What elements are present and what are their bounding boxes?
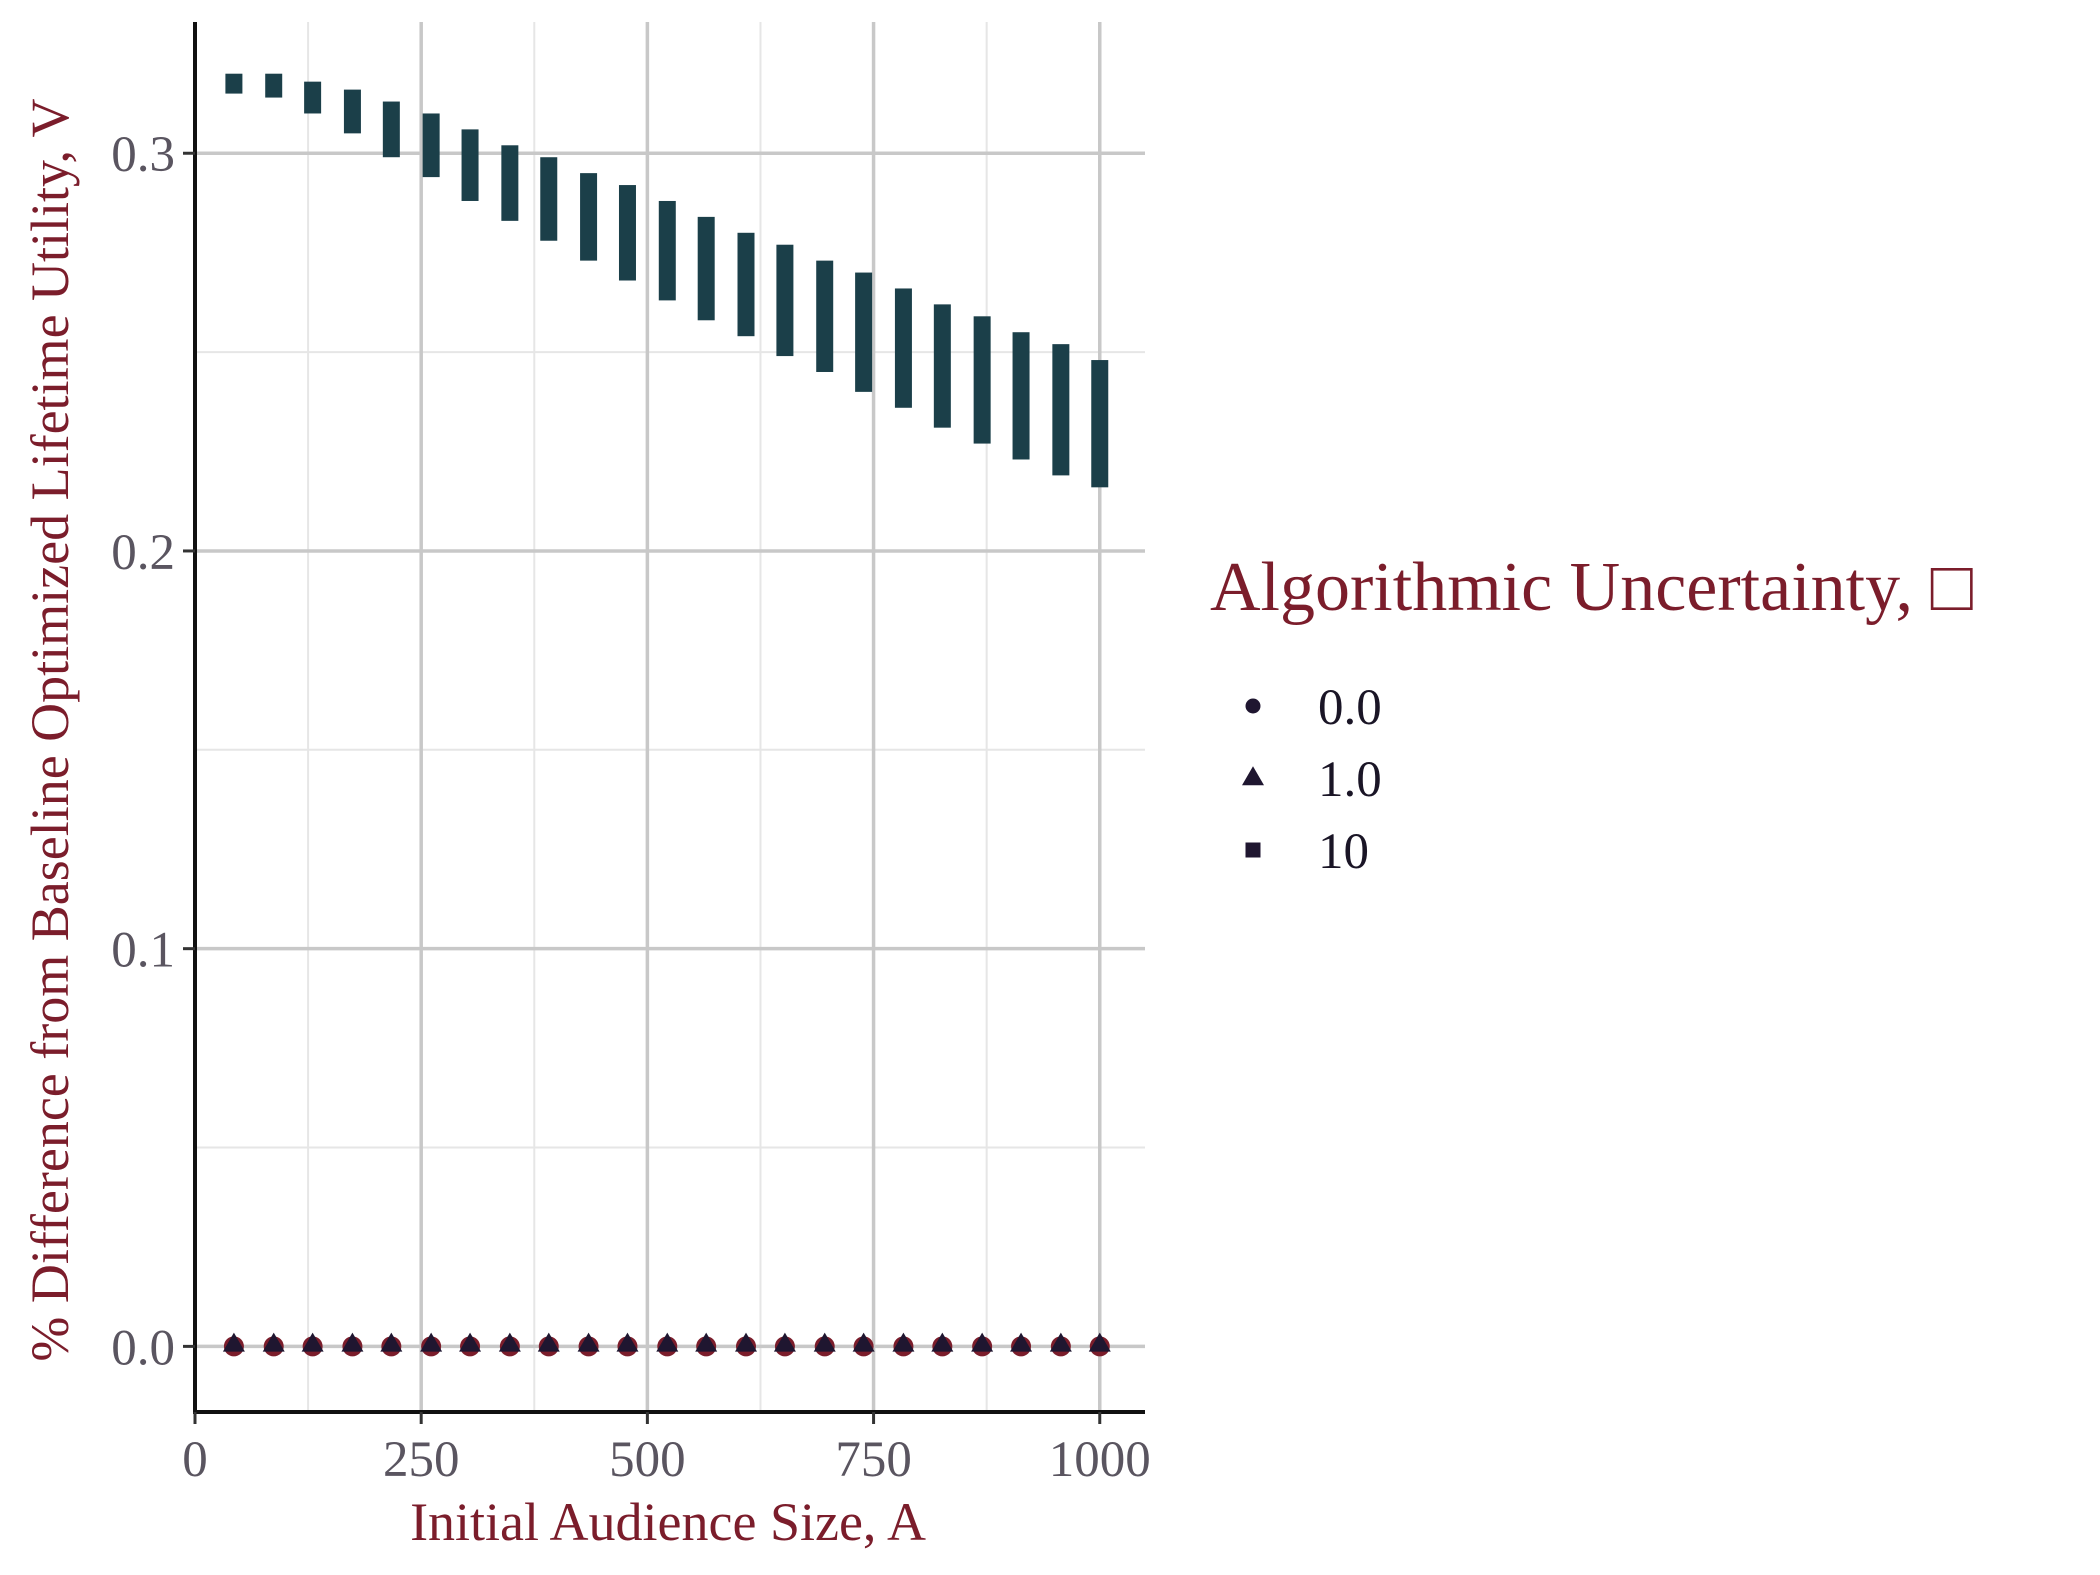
square-point-range <box>1052 344 1070 476</box>
triangle-point <box>380 1332 403 1352</box>
legend-label: 10 <box>1318 824 1369 880</box>
square-point-range <box>461 129 479 201</box>
square-point-range <box>933 304 951 428</box>
x-axis-title: Initial Audience Size, A <box>410 1492 926 1552</box>
square-point-range <box>737 232 755 337</box>
triangle-point <box>656 1332 679 1352</box>
square-point-range <box>658 200 676 301</box>
x-tick-label: 0 <box>182 1432 208 1488</box>
triangle-point <box>498 1332 521 1352</box>
x-tick-label: 750 <box>835 1432 912 1488</box>
square-point-range <box>776 244 794 357</box>
triangle-point <box>892 1332 915 1352</box>
square-point-range <box>304 81 322 114</box>
square-point-range <box>580 173 598 261</box>
x-tick-label: 1000 <box>1049 1432 1151 1488</box>
y-axis-title: % Difference from Baseline Optimized Lif… <box>20 98 80 1361</box>
square-point-range <box>618 185 636 281</box>
legend: Algorithmic Uncertainty, □ 0.0 1.0 10 <box>1210 549 1973 880</box>
y-tick-label: 0.2 <box>111 525 175 581</box>
triangle-point <box>735 1332 757 1352</box>
triangle-point <box>577 1332 600 1352</box>
y-tick-label: 0.1 <box>111 923 175 979</box>
triangle-point <box>931 1332 954 1352</box>
legend-square-key <box>1245 842 1261 858</box>
legend-label: 1.0 <box>1318 752 1382 808</box>
triangle-point <box>459 1332 482 1352</box>
x-tick-label: 250 <box>383 1432 460 1488</box>
square-point-range <box>265 73 283 98</box>
triangle-point <box>852 1332 875 1352</box>
triangle-point <box>773 1332 796 1352</box>
square-point-range <box>343 89 361 134</box>
legend-triangle-key <box>1242 766 1264 786</box>
triangle-point <box>301 1332 324 1352</box>
axes <box>193 22 1145 1414</box>
triangle-point <box>222 1332 245 1352</box>
triangle-point <box>616 1332 639 1352</box>
triangle-point <box>1049 1332 1072 1352</box>
triangle-point <box>813 1332 836 1352</box>
square-point-range <box>855 272 873 392</box>
square-point-range <box>816 260 834 372</box>
square-point-range <box>422 113 440 178</box>
y-axis-title-group: % Difference from Baseline Optimized Lif… <box>20 98 80 1361</box>
triangle-point <box>695 1332 718 1352</box>
legend-label: 0.0 <box>1318 680 1382 736</box>
legend-circle-key <box>1245 698 1261 714</box>
square-point-range <box>1012 332 1030 460</box>
square-point-range <box>697 216 715 321</box>
triangle-point <box>262 1332 285 1352</box>
square-point-range <box>973 316 991 444</box>
square-point-range <box>1091 360 1109 488</box>
square-point-range <box>225 73 243 94</box>
legend-title: Algorithmic Uncertainty, □ <box>1210 549 1973 626</box>
data-marks <box>222 73 1111 1357</box>
triangle-point <box>420 1332 443 1352</box>
y-tick-label: 0.3 <box>111 127 175 183</box>
triangle-point <box>341 1332 364 1352</box>
axis-ticks: 0 250 500 750 1000 0.0 0.1 0.2 0.3 <box>111 127 1151 1488</box>
square-point-range <box>501 145 519 221</box>
square-point-range <box>540 157 558 241</box>
y-tick-label: 0.0 <box>111 1320 175 1376</box>
triangle-point <box>1010 1332 1033 1352</box>
triangle-point <box>537 1332 560 1352</box>
triangle-point <box>1088 1332 1111 1352</box>
x-tick-label: 500 <box>609 1432 686 1488</box>
triangle-point <box>971 1332 994 1352</box>
square-point-range <box>382 101 400 158</box>
square-point-range <box>894 288 912 408</box>
